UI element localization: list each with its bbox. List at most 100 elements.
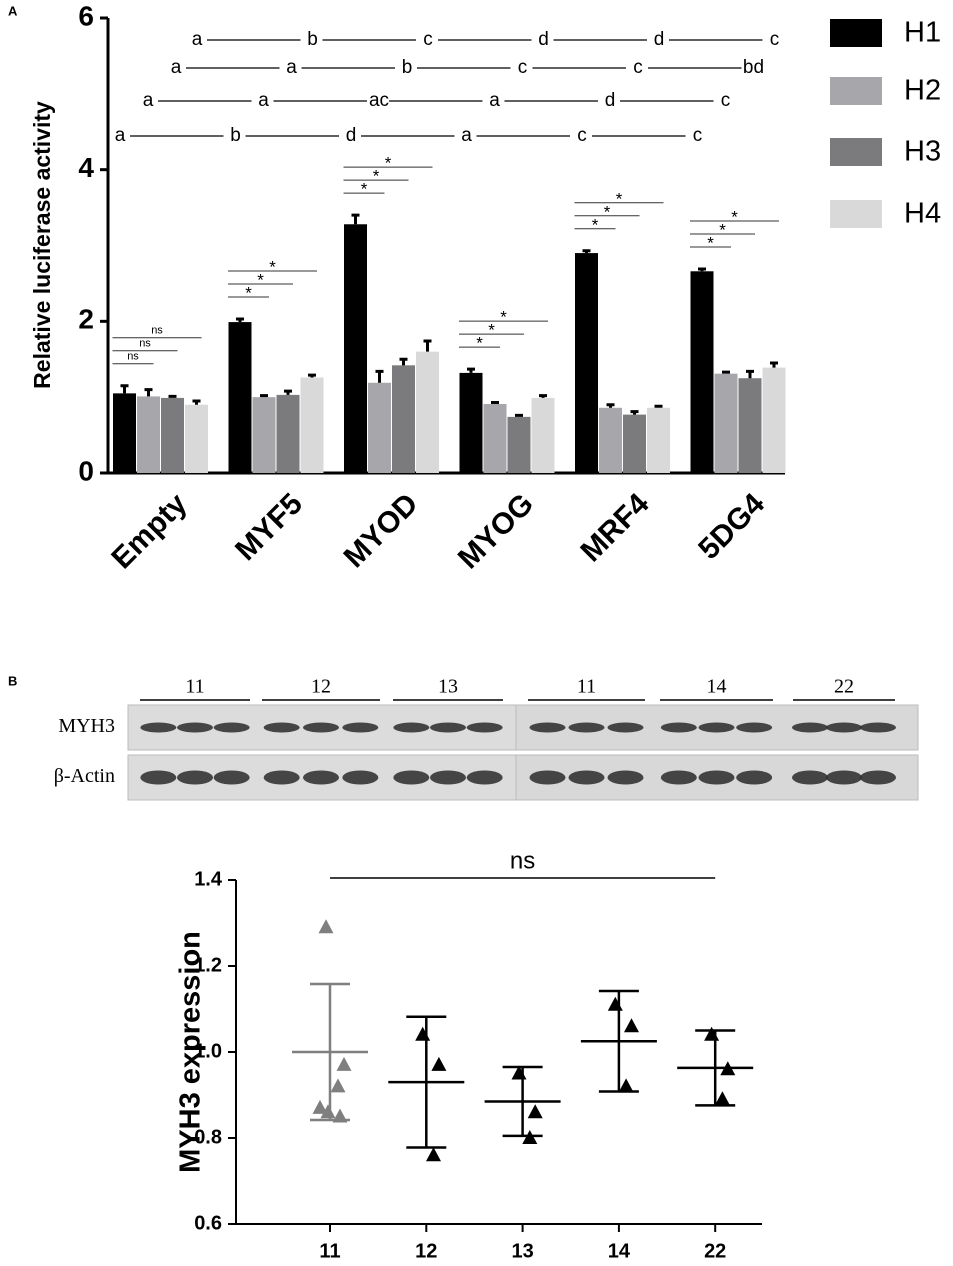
bar xyxy=(276,394,300,473)
error-bar xyxy=(722,370,730,374)
data-point xyxy=(336,1056,352,1071)
y-axis-label: Relative luciferase activity xyxy=(29,101,55,389)
panel-label: A xyxy=(8,3,18,18)
letter-label: b xyxy=(230,125,241,146)
row-label: MYH3 xyxy=(58,715,115,737)
x-tick-label: 13 xyxy=(511,1240,533,1262)
bar xyxy=(531,397,555,473)
letter-label: c xyxy=(518,57,528,78)
letter-label: d xyxy=(538,29,549,50)
x-tick-label: 14 xyxy=(608,1240,631,1262)
error-bar xyxy=(746,369,754,379)
bar xyxy=(507,416,531,473)
sd-bar xyxy=(502,1065,543,1138)
blot-band xyxy=(263,722,300,733)
legend-swatch xyxy=(830,200,882,228)
bar xyxy=(368,382,391,473)
bar xyxy=(185,404,208,473)
data-point xyxy=(312,1099,328,1114)
sd-bar xyxy=(695,1029,736,1107)
blot-band xyxy=(607,770,644,785)
x-tick-label: Empty xyxy=(105,487,193,575)
error-bar xyxy=(399,357,408,366)
blot-band xyxy=(826,770,862,785)
significance-label: * xyxy=(731,207,738,226)
group-label: 14 xyxy=(707,676,727,698)
data-point xyxy=(704,1026,720,1041)
significance-label: * xyxy=(257,271,264,290)
error-bar xyxy=(308,373,316,378)
significance-label: * xyxy=(385,154,392,173)
data-point xyxy=(431,1056,447,1071)
significance-label: * xyxy=(488,321,495,340)
error-bar xyxy=(236,317,244,323)
blot-band xyxy=(568,770,605,785)
sd-bar xyxy=(406,1015,447,1149)
blot-band xyxy=(342,770,379,785)
error-bar xyxy=(260,394,268,398)
blot-band xyxy=(826,722,862,733)
bar xyxy=(762,367,786,473)
significance-label: * xyxy=(269,258,276,277)
error-bar xyxy=(770,361,778,368)
blot-band xyxy=(213,722,250,733)
group-label: 13 xyxy=(438,676,458,698)
blot-band xyxy=(568,722,605,733)
bar xyxy=(714,373,738,473)
error-bar xyxy=(491,400,499,404)
letter-label: a xyxy=(171,57,182,78)
error-bar xyxy=(698,267,706,272)
data-point xyxy=(426,1147,441,1162)
blot-band xyxy=(393,722,430,733)
blot-band xyxy=(607,722,644,733)
blot-band xyxy=(140,722,177,733)
blot-band xyxy=(529,722,566,733)
error-bar xyxy=(515,413,523,417)
blot-band xyxy=(860,770,896,785)
y-axis-label: MYH3 expression xyxy=(175,931,207,1173)
blot-band xyxy=(303,770,339,785)
data-point xyxy=(527,1104,543,1119)
letter-label: a xyxy=(286,57,297,78)
bar xyxy=(623,414,646,473)
x-tick-label: MYOD xyxy=(338,487,425,574)
x-tick-label: 12 xyxy=(415,1240,437,1262)
letter-label: a xyxy=(258,90,269,111)
row-label: β-Actin xyxy=(54,765,115,787)
bar xyxy=(575,253,598,473)
y-tick-label: 6 xyxy=(78,0,94,31)
legend-swatch xyxy=(830,19,882,47)
data-point xyxy=(607,996,623,1011)
x-tick-label: MRF4 xyxy=(574,487,655,568)
bar xyxy=(300,377,324,473)
blot-band xyxy=(660,722,697,733)
letter-label: c xyxy=(423,29,433,50)
letter-label: a xyxy=(461,125,472,146)
data-point xyxy=(618,1078,634,1093)
letter-label: a xyxy=(192,29,203,50)
bar xyxy=(416,351,439,473)
significance-label: * xyxy=(604,202,611,221)
blot-band xyxy=(303,722,339,733)
letter-label: b xyxy=(307,29,318,50)
y-tick-label: 4 xyxy=(78,152,94,183)
blot-band xyxy=(792,722,828,733)
blot-band xyxy=(736,722,773,733)
x-tick-label: 22 xyxy=(704,1240,726,1262)
bar xyxy=(252,397,276,473)
blot-band xyxy=(177,770,213,785)
significance-label: * xyxy=(476,334,483,353)
error-bar xyxy=(654,404,663,408)
error-bar xyxy=(467,367,475,373)
blot-band xyxy=(140,770,177,785)
error-bar xyxy=(539,394,547,398)
error-bar xyxy=(423,339,432,352)
annotation: ns xyxy=(510,847,535,874)
error-bar xyxy=(630,410,639,415)
blot-band xyxy=(660,770,697,785)
error-bar xyxy=(192,399,201,405)
legend-swatch xyxy=(830,77,882,105)
x-tick-label: MYF5 xyxy=(229,487,309,567)
significance-label: * xyxy=(719,220,726,239)
bar xyxy=(690,271,714,473)
